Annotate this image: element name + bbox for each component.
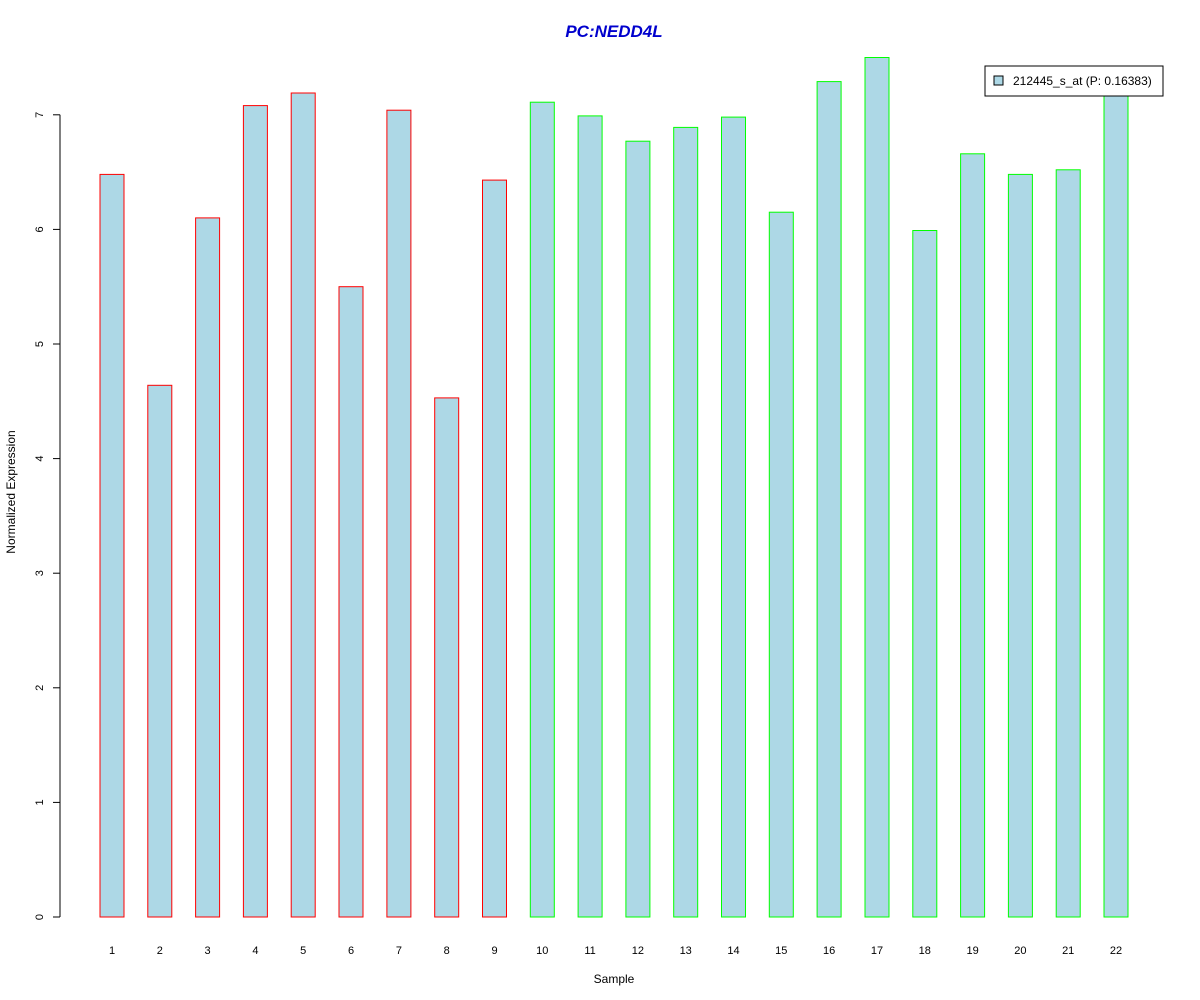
bar-sample-2 [147, 384, 173, 918]
y-tick-label: 6 [34, 226, 46, 232]
x-axis-label: Sample [594, 972, 635, 986]
x-tick-label: 21 [1062, 945, 1074, 957]
x-tick-label: 14 [727, 945, 739, 957]
bar-sample-22 [1103, 83, 1129, 918]
x-tick-label: 9 [491, 945, 497, 957]
x-tick-label: 3 [205, 945, 211, 957]
x-tick-label: 5 [300, 945, 306, 957]
bar-sample-19 [960, 153, 986, 918]
y-tick-label: 7 [34, 112, 46, 118]
legend: 212445_s_at (P: 0.16383) [984, 65, 1164, 97]
bar-sample-8 [434, 397, 460, 918]
y-tick-label: 0 [34, 914, 46, 920]
bar-sample-14 [721, 116, 746, 918]
legend-swatch [993, 75, 1004, 86]
bar-sample-6 [338, 286, 364, 918]
x-tick-label: 1 [109, 945, 115, 957]
x-tick-label: 15 [775, 945, 787, 957]
bars [99, 57, 1129, 918]
x-tick-label: 22 [1110, 945, 1122, 957]
bar-sample-15 [768, 211, 794, 918]
y-tick-label: 1 [34, 799, 46, 805]
bar-sample-13 [673, 126, 699, 918]
y-axis-label: Normalized Expression [4, 430, 18, 553]
x-tick-label: 2 [157, 945, 163, 957]
x-tick-label: 18 [919, 945, 931, 957]
bar-sample-21 [1055, 169, 1081, 918]
x-tick-label: 11 [584, 945, 595, 957]
x-tick-label: 12 [632, 945, 644, 957]
x-tick-label: 13 [680, 945, 692, 957]
x-tick-label: 10 [536, 945, 548, 957]
y-tick-label: 2 [34, 685, 46, 691]
chart-title: PC:NEDD4L [565, 22, 662, 41]
legend-entry: 212445_s_at (P: 0.16383) [1013, 74, 1152, 88]
bar-sample-3 [195, 217, 221, 918]
y-tick-label: 5 [34, 341, 46, 347]
bar-sample-10 [529, 101, 555, 918]
bar-sample-17 [864, 57, 890, 918]
x-axis-tick-labels: 1 2 3 4 5 6 7 8 9 10 11 12 13 14 15 16 17 18 19 20 21 22 [109, 945, 1122, 957]
bar-sample-7 [386, 109, 412, 918]
bar-sample-18 [912, 230, 938, 918]
y-tick-label: 4 [34, 456, 46, 462]
y-tick-label: 3 [34, 570, 46, 576]
x-tick-label: 4 [252, 945, 258, 957]
bar-sample-1 [99, 173, 125, 918]
x-tick-label: 6 [348, 945, 354, 957]
bar-sample-12 [625, 140, 651, 918]
bar-sample-5 [290, 92, 316, 918]
x-tick-label: 8 [444, 945, 450, 957]
x-tick-label: 16 [823, 945, 835, 957]
bar-sample-16 [816, 81, 842, 918]
x-tick-label: 19 [966, 945, 978, 957]
bar-sample-11 [577, 115, 603, 918]
legend-box [984, 65, 1164, 97]
bar-sample-4 [242, 105, 268, 918]
y-axis: 0 1 2 3 4 5 6 7 [34, 112, 61, 920]
x-tick-label: 7 [396, 945, 402, 957]
x-tick-label: 20 [1014, 945, 1026, 957]
bar-sample-9 [482, 179, 507, 918]
x-tick-label: 17 [871, 945, 883, 957]
bar-sample-20 [1007, 173, 1033, 918]
